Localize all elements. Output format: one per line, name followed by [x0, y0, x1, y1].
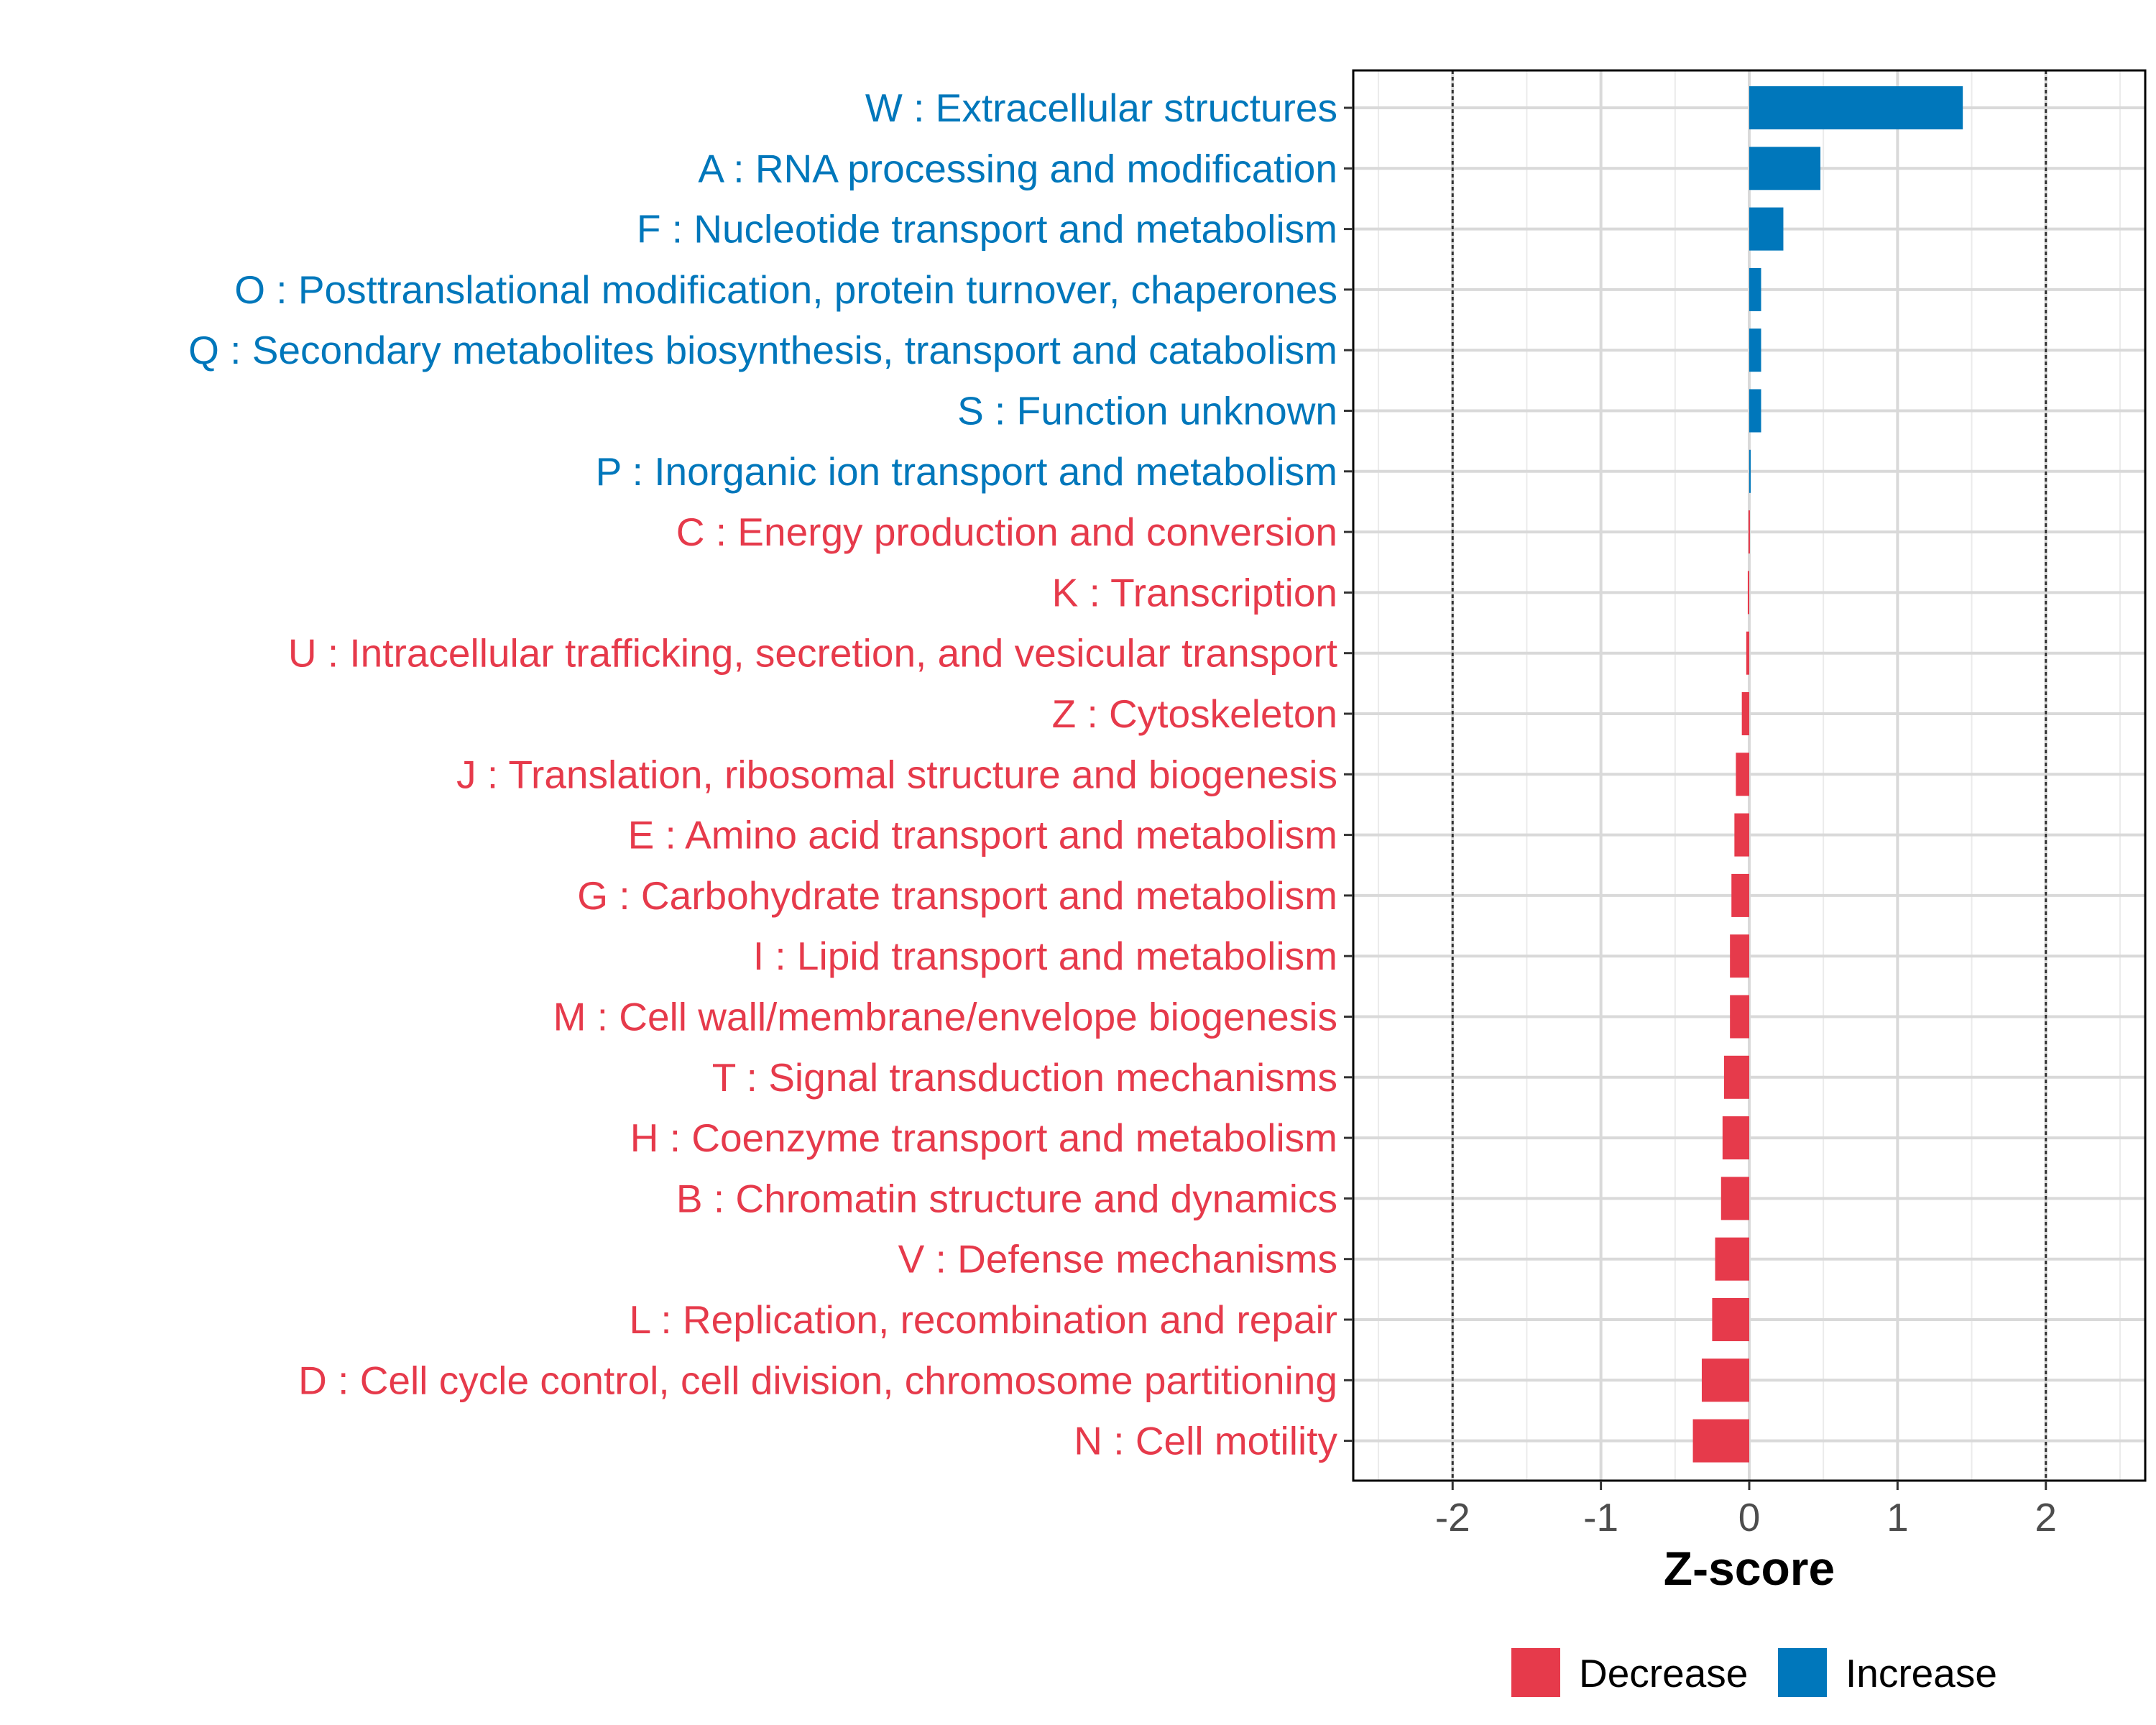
bar — [1730, 934, 1749, 978]
category-label: W : Extracellular structures — [865, 86, 1337, 130]
category-label: A : RNA processing and modification — [698, 146, 1337, 190]
category-label: U : Intracellular trafficking, secretion… — [288, 631, 1337, 676]
legend-swatch — [1778, 1648, 1827, 1697]
bar — [1722, 1116, 1749, 1160]
bar — [1748, 510, 1750, 554]
bar — [1723, 1055, 1749, 1099]
category-label: K : Transcription — [1052, 570, 1337, 615]
x-tick-label: 0 — [1738, 1495, 1761, 1540]
category-label: S : Function unknown — [957, 389, 1337, 433]
bar — [1746, 631, 1749, 675]
bar — [1749, 328, 1761, 372]
reference-lines — [1451, 70, 2047, 1481]
legend-label: Decrease — [1579, 1651, 1748, 1696]
category-label: L : Replication, recombination and repai… — [630, 1297, 1337, 1342]
category-label: Z : Cytoskeleton — [1052, 691, 1337, 736]
bar — [1730, 995, 1749, 1039]
bar — [1715, 1237, 1749, 1281]
y-axis-ticks — [1344, 106, 1353, 1443]
bar — [1720, 1177, 1749, 1220]
bar — [1734, 813, 1749, 857]
category-label: P : Inorganic ion transport and metaboli… — [596, 449, 1337, 494]
legend-label: Increase — [1846, 1651, 1997, 1696]
x-axis-title: Z-score — [1664, 1542, 1835, 1595]
bar — [1749, 449, 1751, 493]
category-label: M : Cell wall/membrane/envelope biogenes… — [553, 995, 1337, 1039]
category-label: T : Signal transduction mechanisms — [712, 1055, 1337, 1100]
category-label: D : Cell cycle control, cell division, c… — [298, 1358, 1337, 1402]
bar — [1712, 1298, 1749, 1341]
bars — [1692, 86, 1963, 1463]
category-label: C : Energy production and conversion — [676, 510, 1337, 554]
category-label: Q : Secondary metabolites biosynthesis, … — [188, 328, 1337, 372]
category-label: F : Nucleotide transport and metabolism — [637, 207, 1337, 252]
category-label: H : Coenzyme transport and metabolism — [630, 1116, 1337, 1160]
legend: Decrease Increase — [1511, 1648, 1997, 1697]
category-label: N : Cell motility — [1074, 1419, 1337, 1463]
bar — [1731, 873, 1749, 917]
category-labels: W : Extracellular structures A : RNA proc… — [188, 86, 1337, 1463]
x-tick-label: -1 — [1583, 1495, 1618, 1540]
bar — [1736, 753, 1749, 796]
category-label: O : Posttranslational modification, prot… — [234, 267, 1337, 312]
category-label: J : Translation, ribosomal structure and… — [456, 752, 1337, 796]
bar — [1741, 692, 1749, 735]
x-tick-label: 2 — [2035, 1495, 2057, 1540]
x-tick-label: -2 — [1435, 1495, 1470, 1540]
bar — [1701, 1358, 1749, 1402]
bar — [1747, 571, 1749, 615]
bar — [1749, 147, 1821, 190]
bar — [1749, 389, 1761, 433]
bar — [1749, 207, 1784, 251]
x-tick-label: 1 — [1886, 1495, 1909, 1540]
category-label: E : Amino acid transport and metabolism — [628, 813, 1337, 857]
bar — [1749, 86, 1963, 129]
bar — [1692, 1419, 1749, 1463]
legend-item-decrease: Decrease — [1511, 1648, 1748, 1697]
bar — [1749, 267, 1761, 311]
legend-item-increase: Increase — [1778, 1648, 1997, 1697]
legend-swatch — [1511, 1648, 1560, 1697]
category-label: V : Defense mechanisms — [898, 1237, 1337, 1282]
category-label: G : Carbohydrate transport and metabolis… — [577, 873, 1337, 918]
category-label: B : Chromatin structure and dynamics — [676, 1176, 1337, 1220]
category-label: I : Lipid transport and metabolism — [753, 934, 1337, 978]
x-axis-ticks: -2 -1 0 1 2 — [1435, 1481, 2057, 1540]
